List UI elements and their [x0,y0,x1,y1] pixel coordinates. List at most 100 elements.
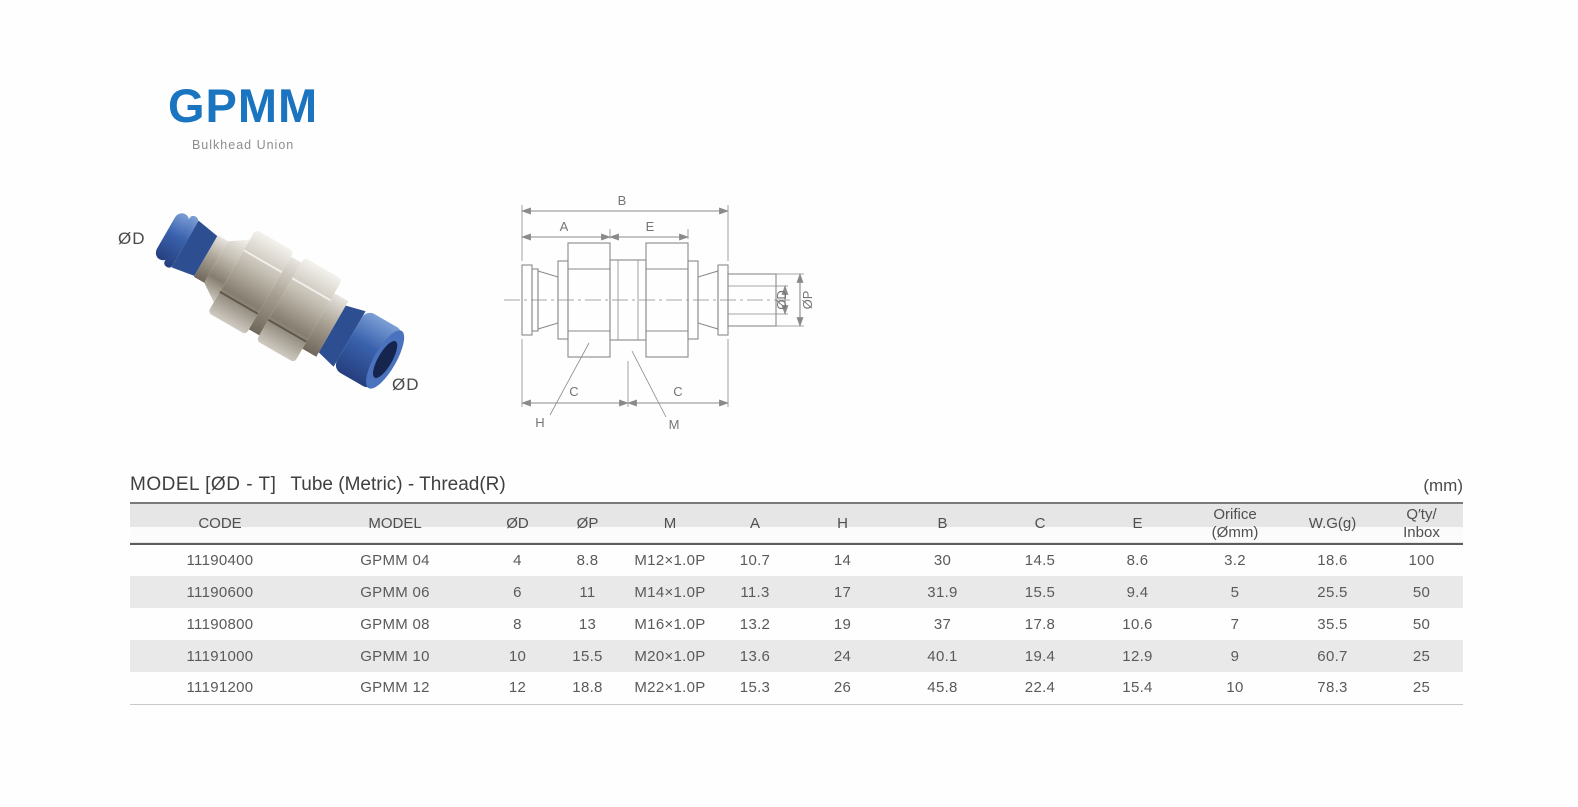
col-header-b: B [937,514,948,532]
cell-qty: 50 [1412,615,1431,633]
cell-model: GPMM 06 [360,583,430,601]
cell-e: 9.4 [1126,583,1149,601]
svg-text:C: C [569,384,578,399]
cell-qty: 25 [1412,647,1431,665]
svg-text:E: E [646,219,655,234]
fitting-assembly [155,213,405,389]
units-note: (mm) [1423,476,1463,495]
cell-orifice: 3.2 [1224,552,1246,569]
cell-a: 13.2 [739,615,771,633]
cell-e: 8.6 [1126,552,1149,569]
col-header-model: MODEL [368,514,422,532]
cell-c: 19.4 [1024,647,1056,665]
svg-text:H: H [535,415,544,430]
cell-orifice: 5 [1230,583,1240,601]
dim-c: C C [521,339,729,407]
cell-wg: 18.6 [1317,552,1348,569]
cell-a: 11.3 [740,583,770,601]
cell-qty: 25 [1412,679,1431,697]
cell-od: 10 [508,647,527,665]
svg-text:M: M [669,417,680,432]
col-header-op: ØP [576,514,599,532]
svg-text:ØP: ØP [800,291,812,310]
fitting-photo-illustration [155,213,405,389]
cell-od: 8 [513,615,522,633]
cell-b: 40.1 [927,647,958,665]
cell-code: 11190400 [186,552,254,569]
cell-code: 11191000 [186,647,254,665]
table-row: 11190800 GPMM 08 8 13 M16×1.0P 13.2 19 3… [130,608,1463,640]
dim-b: B [521,193,729,261]
cell-c: 17.8 [1024,615,1056,633]
cell-a: 10.7 [739,552,771,569]
spec-table-title: MODEL [ØD - T] Tube (Metric) - Thread(R) [130,474,506,496]
cell-code: 11191200 [186,679,254,697]
cell-m: M20×1.0P [634,647,706,665]
svg-text:C: C [673,384,682,399]
col-header-wg: W.G(g) [1308,514,1357,532]
table-row: 11191000 GPMM 10 10 15.5 M20×1.0P 13.6 2… [130,640,1463,672]
cell-m: M22×1.0P [634,679,706,697]
cell-c: 15.5 [1024,583,1056,601]
cell-od: 12 [508,679,527,697]
dim-od-op: ØD ØP [774,273,815,327]
product-photo: ØD ØD [108,203,453,438]
cell-wg: 78.3 [1317,679,1348,697]
header-row: CODE MODEL ØD ØP M A H B C E Orifice (Ømm… [130,503,1463,544]
cell-op: 18.8 [572,679,603,697]
cell-orifice: 10 [1226,679,1244,697]
cell-a: 15.3 [739,679,771,697]
cell-model: GPMM 04 [360,552,430,569]
cell-wg: 60.7 [1317,647,1348,665]
cell-m: M12×1.0P [634,552,706,569]
cell-orifice: 7 [1230,615,1240,633]
cell-model: GPMM 08 [360,615,430,633]
cell-orifice: 9 [1230,647,1240,665]
svg-text:B: B [618,193,627,208]
table-row: 11190400 GPMM 04 4 8.8 M12×1.0P 10.7 14 … [130,544,1463,576]
leader-h-m: H M [535,342,680,432]
cell-op: 8.8 [576,552,599,569]
technical-drawing: B A E ØD ØP [492,165,815,435]
col-header-code: CODE [198,514,242,532]
col-header-h: H [837,514,848,532]
cell-b: 45.8 [927,679,958,697]
spec-title-model: MODEL [ØD - T] [130,474,277,495]
col-header-od: ØD [506,514,529,532]
col-header-c: C [1034,514,1046,532]
svg-text:A: A [560,219,569,234]
col-header-a: A [749,514,760,532]
cell-b: 31.9 [927,583,958,601]
cell-c: 22.4 [1024,679,1056,697]
cell-m: M14×1.0P [634,583,706,601]
cell-b: 30 [933,552,952,569]
dimension-drawing: B A E ØD ØP [504,193,815,432]
col-header-m: M [663,514,677,532]
cell-h: 14 [833,552,852,569]
cell-m: M16×1.0P [634,615,706,633]
photo-dim-label-od-left: ØD [118,229,146,248]
cell-h: 17 [833,583,852,601]
photo-dim-label-od-right: ØD [392,375,420,394]
svg-text:ØD: ØD [774,290,789,310]
cell-a: 13.6 [739,647,771,665]
cell-h: 26 [833,679,852,697]
cell-model: GPMM 12 [360,679,430,697]
spec-table-section: MODEL [ØD - T] Tube (Metric) - Thread(R) … [130,474,1463,705]
cell-h: 19 [833,615,852,633]
col-header-e: E [1132,514,1143,532]
spec-title-desc: Tube (Metric) - Thread(R) [290,474,506,495]
cell-h: 24 [833,647,852,665]
cell-code: 11190600 [186,583,254,601]
cell-od: 6 [513,583,522,601]
cell-qty: 50 [1412,583,1431,601]
table-row: 11190600 GPMM 06 6 11 M14×1.0P 11.3 17 3… [130,576,1463,608]
cell-od: 4 [513,552,522,569]
cell-code: 11190800 [186,615,254,633]
cell-op: 11 [579,583,596,601]
spec-table-titlebar: MODEL [ØD - T] Tube (Metric) - Thread(R) … [130,474,1463,502]
cell-e: 12.9 [1122,647,1153,665]
cell-wg: 35.5 [1317,615,1348,633]
series-subtitle: Bulkhead Union [191,137,295,152]
